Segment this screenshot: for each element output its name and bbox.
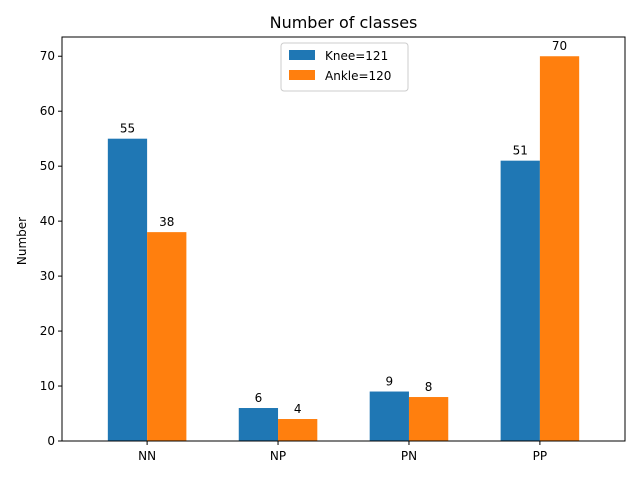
bar-knee-np <box>238 408 279 441</box>
data-label: 4 <box>294 402 302 416</box>
y-tick-label: 70 <box>40 49 55 63</box>
y-tick-label: 10 <box>40 379 55 393</box>
legend: Knee=121 Ankle=120 <box>280 42 409 92</box>
plot-area: 55 6 9 51 38 4 8 70 0 10 20 30 40 50 60 70 NN NP PN PP <box>40 36 626 463</box>
bar-knee-nn <box>107 138 148 441</box>
legend-label: Knee=121 <box>325 49 388 63</box>
data-label: 9 <box>386 375 394 389</box>
x-tick-label: NN <box>138 449 156 463</box>
y-tick-label: 30 <box>40 269 55 283</box>
y-axis-label: Number <box>15 217 29 265</box>
x-tick-label: PP <box>533 449 547 463</box>
bar-ankle-np <box>278 419 318 441</box>
bar-knee-pn <box>369 391 409 441</box>
y-tick-label: 50 <box>40 159 55 173</box>
legend-swatch <box>289 50 315 60</box>
plot-frame <box>61 36 626 442</box>
y-tick-label: 60 <box>40 104 55 118</box>
bar-knee-pp <box>500 160 540 442</box>
legend-swatch <box>289 70 315 80</box>
data-label: 8 <box>425 380 433 394</box>
x-tick-label: NP <box>270 449 286 463</box>
bar-ankle-nn <box>147 232 187 441</box>
bar-ankle-pn <box>408 397 449 441</box>
y-tick-label: 0 <box>47 434 55 448</box>
data-label: 6 <box>255 391 263 405</box>
y-tick-label: 20 <box>40 324 55 338</box>
data-label: 51 <box>513 144 528 158</box>
bar-ankle-pp <box>539 56 580 442</box>
legend-label: Ankle=120 <box>325 69 391 83</box>
y-tick-label: 40 <box>40 214 55 228</box>
chart-title: Number of classes <box>270 13 418 32</box>
data-label: 38 <box>159 215 174 229</box>
x-tick-label: PN <box>401 449 417 463</box>
data-label: 55 <box>120 122 135 136</box>
data-label: 70 <box>552 39 567 53</box>
